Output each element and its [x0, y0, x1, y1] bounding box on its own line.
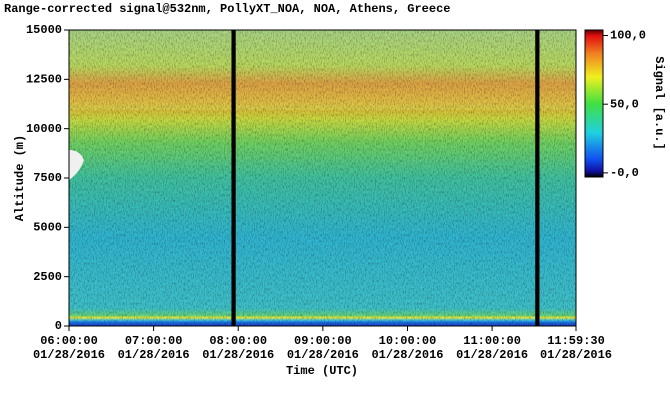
- x-tick-date: 01/28/2016: [371, 348, 443, 362]
- x-tick-date: 01/28/2016: [456, 348, 528, 362]
- data-gap: [535, 30, 540, 326]
- colorbar: [584, 29, 604, 178]
- data-gap: [231, 30, 236, 326]
- colorbar-tick-label: 100,0: [610, 29, 646, 43]
- y-axis-label: Altitude (m): [13, 135, 27, 221]
- chart-title: Range-corrected signal@532nm, PollyXT_NO…: [4, 2, 450, 16]
- x-tick-date: 01/28/2016: [33, 348, 105, 362]
- x-tick-date: 01/28/2016: [202, 348, 274, 362]
- plot-area: [69, 30, 576, 326]
- x-tick-label: 07:00:00: [125, 334, 183, 348]
- y-tick-label: 0: [55, 319, 62, 333]
- y-tick-label: 5000: [33, 221, 62, 235]
- colorbar-label: Signal [a.u.]: [652, 56, 666, 150]
- x-tick-date: 01/28/2016: [287, 348, 359, 362]
- y-tick-label: 15000: [26, 23, 62, 37]
- x-tick-label: 11:00:00: [463, 334, 521, 348]
- x-tick-label: 11:59:30: [547, 334, 605, 348]
- colorbar-tick-label: -0,0: [610, 166, 639, 180]
- y-tick-label: 2500: [33, 270, 62, 284]
- x-tick-date: 01/28/2016: [540, 348, 612, 362]
- y-tick-label: 12500: [26, 73, 62, 87]
- colorbar-tick-label: 50,0: [610, 97, 639, 111]
- x-tick-label: 06:00:00: [40, 334, 98, 348]
- cloud-gap: [69, 150, 84, 180]
- x-tick-label: 10:00:00: [379, 334, 437, 348]
- x-tick-label: 09:00:00: [294, 334, 352, 348]
- speckle: [69, 30, 576, 326]
- y-tick-label: 10000: [26, 122, 62, 136]
- x-tick-label: 08:00:00: [209, 334, 267, 348]
- x-axis-label: Time (UTC): [286, 364, 358, 378]
- x-tick-date: 01/28/2016: [118, 348, 190, 362]
- y-tick-label: 7500: [33, 171, 62, 185]
